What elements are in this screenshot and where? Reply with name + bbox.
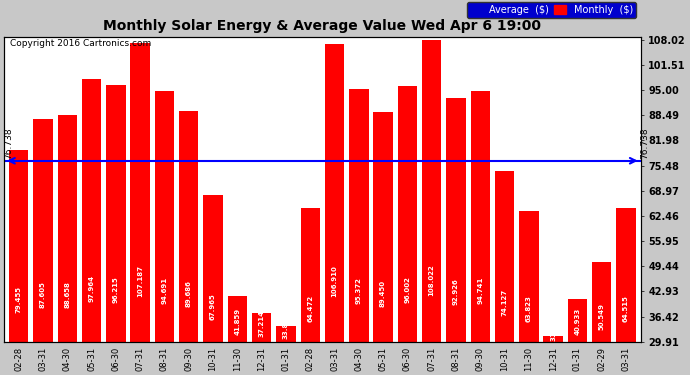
Text: 94.741: 94.741 bbox=[477, 277, 483, 304]
Bar bbox=[592, 262, 611, 342]
Text: Copyright 2016 Cartronics.com: Copyright 2016 Cartronics.com bbox=[10, 39, 152, 48]
Bar bbox=[301, 208, 320, 342]
Text: 89.686: 89.686 bbox=[186, 280, 192, 307]
Title: Monthly Solar Energy & Average Value Wed Apr 6 19:00: Monthly Solar Energy & Average Value Wed… bbox=[104, 19, 542, 33]
Text: 94.691: 94.691 bbox=[161, 277, 168, 304]
Legend: Average  ($), Monthly  ($): Average ($), Monthly ($) bbox=[467, 2, 635, 18]
Bar bbox=[568, 299, 587, 342]
Bar bbox=[495, 171, 514, 342]
Text: 41.859: 41.859 bbox=[235, 308, 240, 335]
Bar bbox=[325, 44, 344, 342]
Text: 37.214: 37.214 bbox=[259, 310, 265, 338]
Text: 76.738: 76.738 bbox=[5, 127, 14, 159]
Bar bbox=[397, 86, 417, 342]
Bar bbox=[276, 326, 295, 342]
Text: 33.896: 33.896 bbox=[283, 312, 289, 339]
Bar bbox=[471, 91, 490, 342]
Bar bbox=[155, 92, 174, 342]
Bar bbox=[616, 208, 635, 342]
Text: 96.215: 96.215 bbox=[113, 276, 119, 303]
Bar bbox=[204, 195, 223, 342]
Text: 107.187: 107.187 bbox=[137, 265, 144, 297]
Text: 106.910: 106.910 bbox=[331, 265, 337, 297]
Bar bbox=[422, 40, 442, 342]
Text: 74.127: 74.127 bbox=[502, 289, 508, 316]
Bar bbox=[9, 150, 28, 342]
Text: 40.933: 40.933 bbox=[574, 308, 580, 335]
Bar bbox=[82, 79, 101, 342]
Text: 87.605: 87.605 bbox=[40, 281, 46, 308]
Text: 108.022: 108.022 bbox=[428, 265, 435, 297]
Text: 64.515: 64.515 bbox=[623, 295, 629, 322]
Text: 95.372: 95.372 bbox=[356, 277, 362, 304]
Bar bbox=[373, 112, 393, 342]
Text: 67.965: 67.965 bbox=[210, 293, 216, 320]
Text: 89.450: 89.450 bbox=[380, 280, 386, 307]
Bar bbox=[519, 211, 539, 342]
Text: 92.926: 92.926 bbox=[453, 279, 459, 305]
Text: 88.658: 88.658 bbox=[64, 281, 70, 308]
Text: 50.549: 50.549 bbox=[599, 303, 604, 330]
Bar bbox=[228, 296, 247, 342]
Text: 63.823: 63.823 bbox=[526, 295, 532, 322]
Text: 96.002: 96.002 bbox=[404, 276, 411, 303]
Text: 31.442: 31.442 bbox=[550, 314, 556, 341]
Text: 97.964: 97.964 bbox=[88, 275, 95, 302]
Text: 64.472: 64.472 bbox=[307, 294, 313, 322]
Bar bbox=[349, 89, 368, 342]
Bar bbox=[179, 111, 199, 342]
Bar bbox=[252, 314, 271, 342]
Bar bbox=[446, 98, 466, 342]
Bar bbox=[106, 86, 126, 342]
Bar bbox=[33, 119, 52, 342]
Text: 79.455: 79.455 bbox=[16, 286, 22, 313]
Bar bbox=[544, 336, 563, 342]
Bar bbox=[57, 115, 77, 342]
Bar bbox=[130, 43, 150, 342]
Text: 76.738: 76.738 bbox=[640, 127, 649, 159]
